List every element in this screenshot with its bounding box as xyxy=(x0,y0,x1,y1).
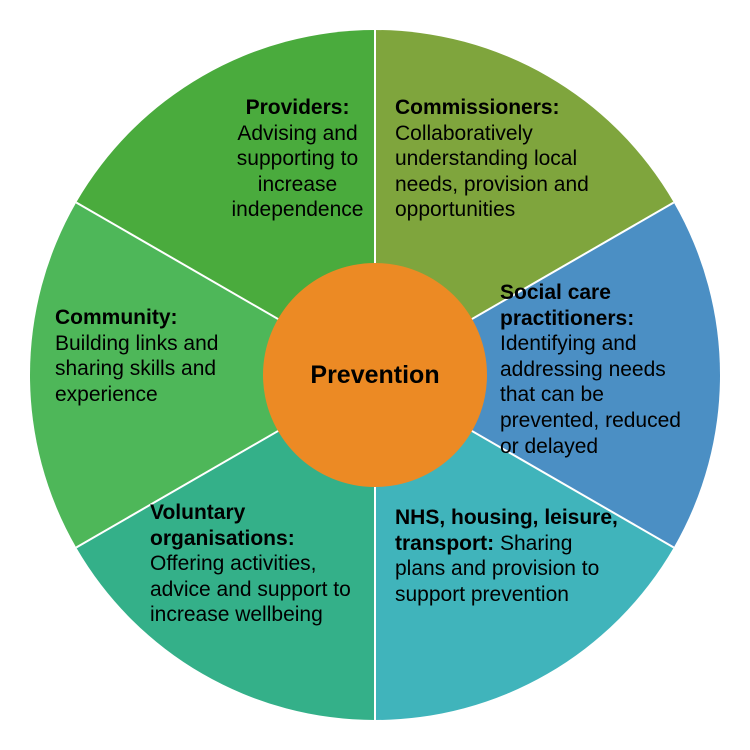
wheel-svg xyxy=(0,0,750,750)
prevention-wheel-diagram: Prevention Providers:Advising and suppor… xyxy=(0,0,750,750)
center-circle xyxy=(263,263,487,487)
